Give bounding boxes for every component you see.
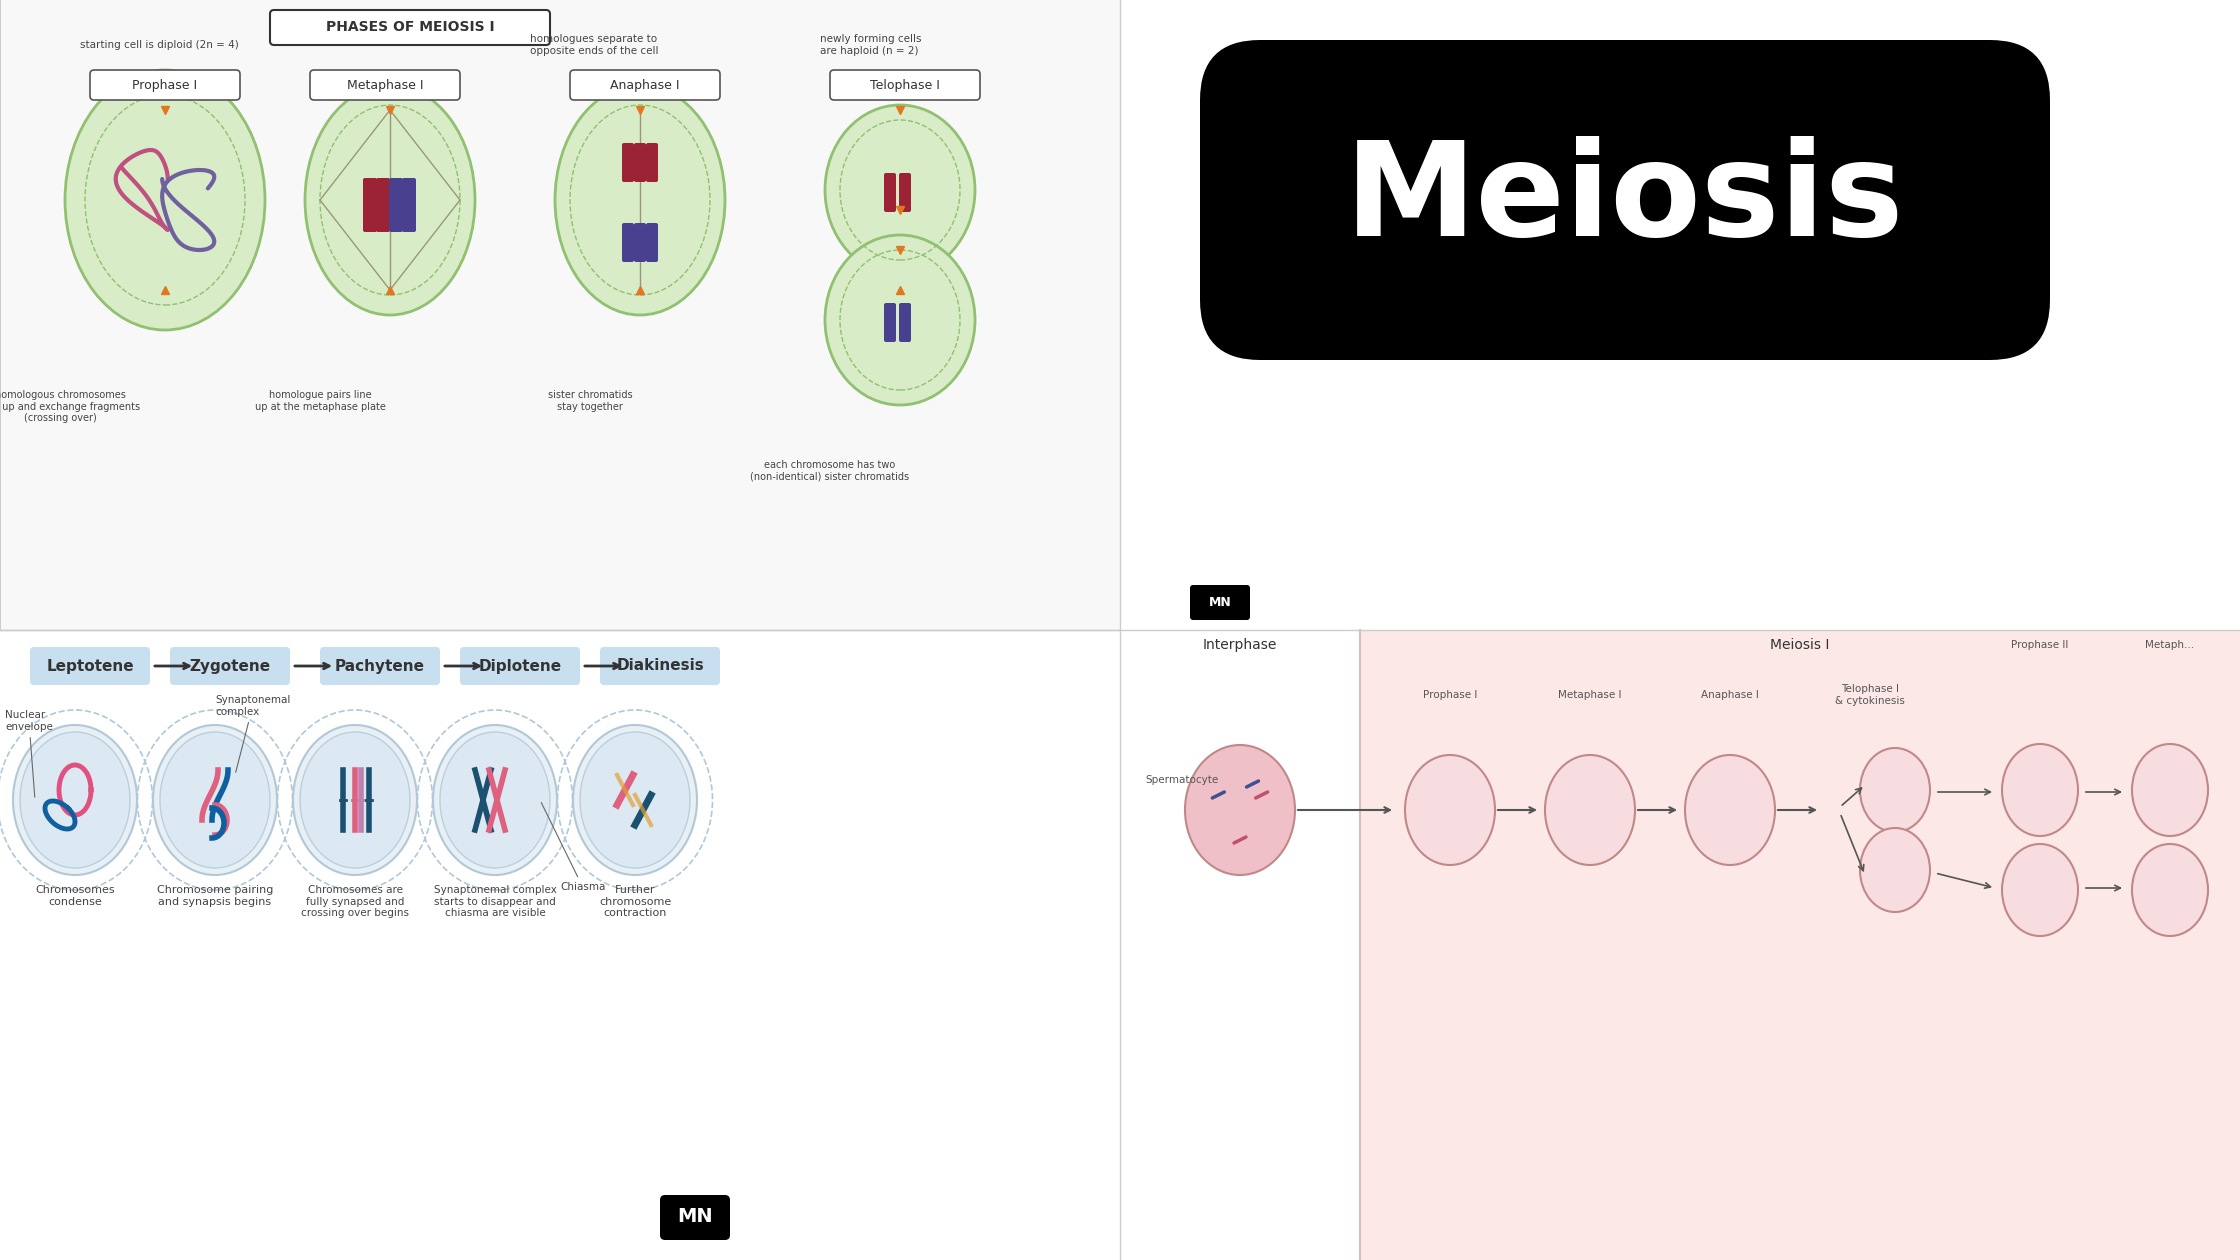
Ellipse shape bbox=[65, 71, 264, 330]
Text: Prophase II: Prophase II bbox=[2012, 640, 2070, 650]
Text: Further
chromosome
contraction: Further chromosome contraction bbox=[598, 885, 672, 919]
FancyBboxPatch shape bbox=[569, 71, 719, 100]
FancyBboxPatch shape bbox=[401, 178, 417, 232]
Text: sister chromatids
stay together: sister chromatids stay together bbox=[549, 391, 632, 412]
Text: Diakinesis: Diakinesis bbox=[616, 659, 703, 674]
Text: Telophase I: Telophase I bbox=[869, 78, 941, 92]
Ellipse shape bbox=[1859, 828, 1931, 912]
Ellipse shape bbox=[305, 84, 475, 315]
FancyBboxPatch shape bbox=[634, 223, 645, 262]
Text: Synaptonemal
complex: Synaptonemal complex bbox=[215, 696, 291, 772]
Ellipse shape bbox=[293, 724, 417, 874]
Text: newly forming cells
are haploid (n = 2): newly forming cells are haploid (n = 2) bbox=[820, 34, 921, 55]
FancyBboxPatch shape bbox=[170, 646, 289, 685]
FancyBboxPatch shape bbox=[831, 71, 981, 100]
FancyBboxPatch shape bbox=[645, 223, 659, 262]
FancyBboxPatch shape bbox=[376, 178, 390, 232]
FancyBboxPatch shape bbox=[885, 302, 896, 341]
Text: Zygotene: Zygotene bbox=[190, 659, 271, 674]
Ellipse shape bbox=[159, 732, 271, 868]
Text: Anaphase I: Anaphase I bbox=[1700, 690, 1758, 701]
Ellipse shape bbox=[13, 724, 137, 874]
Text: Meiosis: Meiosis bbox=[1346, 136, 1904, 263]
Ellipse shape bbox=[556, 84, 726, 315]
FancyBboxPatch shape bbox=[29, 646, 150, 685]
FancyBboxPatch shape bbox=[390, 178, 403, 232]
Text: Nuclear
envelope: Nuclear envelope bbox=[4, 711, 54, 798]
Ellipse shape bbox=[2132, 844, 2209, 936]
Ellipse shape bbox=[432, 724, 558, 874]
Text: each chromosome has two
(non-identical) sister chromatids: each chromosome has two (non-identical) … bbox=[750, 460, 909, 481]
Ellipse shape bbox=[580, 732, 690, 868]
Text: Telophase I
& cytokinesis: Telophase I & cytokinesis bbox=[1835, 684, 1904, 706]
Text: Spermatocyte: Spermatocyte bbox=[1145, 775, 1219, 785]
FancyBboxPatch shape bbox=[1189, 585, 1250, 620]
Ellipse shape bbox=[824, 236, 974, 404]
Ellipse shape bbox=[1684, 755, 1774, 866]
FancyBboxPatch shape bbox=[623, 223, 634, 262]
Ellipse shape bbox=[2003, 743, 2079, 835]
Ellipse shape bbox=[20, 732, 130, 868]
Text: Leptotene: Leptotene bbox=[47, 659, 134, 674]
Text: MN: MN bbox=[676, 1207, 712, 1226]
Text: Metaphase I: Metaphase I bbox=[1559, 690, 1622, 701]
Text: Pachytene: Pachytene bbox=[336, 659, 426, 674]
FancyBboxPatch shape bbox=[1201, 40, 2050, 360]
Ellipse shape bbox=[573, 724, 697, 874]
FancyBboxPatch shape bbox=[90, 71, 240, 100]
FancyBboxPatch shape bbox=[459, 646, 580, 685]
Text: PHASES OF MEIOSIS I: PHASES OF MEIOSIS I bbox=[325, 20, 495, 34]
Text: homologous chromosomes
pair up and exchange fragments
(crossing over): homologous chromosomes pair up and excha… bbox=[0, 391, 141, 423]
Text: Chromosomes are
fully synapsed and
crossing over begins: Chromosomes are fully synapsed and cross… bbox=[300, 885, 410, 919]
FancyBboxPatch shape bbox=[320, 646, 439, 685]
FancyBboxPatch shape bbox=[645, 142, 659, 181]
Ellipse shape bbox=[300, 732, 410, 868]
Text: MN: MN bbox=[1210, 596, 1232, 610]
Bar bbox=[0, 0, 1120, 630]
Text: starting cell is diploid (2n = 4): starting cell is diploid (2n = 4) bbox=[81, 40, 240, 50]
Ellipse shape bbox=[152, 724, 278, 874]
FancyBboxPatch shape bbox=[634, 142, 645, 181]
Ellipse shape bbox=[2132, 743, 2209, 835]
Ellipse shape bbox=[824, 105, 974, 275]
Text: Prophase I: Prophase I bbox=[132, 78, 197, 92]
Bar bbox=[1360, 630, 2240, 1260]
Ellipse shape bbox=[1185, 745, 1295, 874]
Text: homologues separate to
opposite ends of the cell: homologues separate to opposite ends of … bbox=[531, 34, 659, 55]
Text: Metaph...: Metaph... bbox=[2146, 640, 2195, 650]
FancyBboxPatch shape bbox=[271, 10, 551, 45]
Text: Anaphase I: Anaphase I bbox=[609, 78, 679, 92]
Text: Prophase I: Prophase I bbox=[1422, 690, 1476, 701]
Text: Chromosomes
condense: Chromosomes condense bbox=[36, 885, 114, 907]
Text: Metaphase I: Metaphase I bbox=[347, 78, 423, 92]
FancyBboxPatch shape bbox=[898, 173, 912, 212]
Bar bbox=[1960, 630, 2240, 1260]
FancyBboxPatch shape bbox=[623, 142, 634, 181]
Ellipse shape bbox=[439, 732, 551, 868]
FancyBboxPatch shape bbox=[309, 71, 459, 100]
FancyBboxPatch shape bbox=[600, 646, 719, 685]
Ellipse shape bbox=[2003, 844, 2079, 936]
Text: Synaptonemal complex
starts to disappear and
chiasma are visible: Synaptonemal complex starts to disappear… bbox=[435, 885, 556, 919]
Text: Chiasma: Chiasma bbox=[542, 803, 605, 892]
Ellipse shape bbox=[1404, 755, 1494, 866]
Text: Chromosome pairing
and synapsis begins: Chromosome pairing and synapsis begins bbox=[157, 885, 273, 907]
Ellipse shape bbox=[1546, 755, 1635, 866]
FancyBboxPatch shape bbox=[898, 302, 912, 341]
Text: Meiosis I: Meiosis I bbox=[1770, 638, 1830, 651]
Text: homologue pairs line
up at the metaphase plate: homologue pairs line up at the metaphase… bbox=[255, 391, 385, 412]
FancyBboxPatch shape bbox=[661, 1194, 730, 1240]
Bar bbox=[1120, 630, 1360, 1260]
Text: Diplotene: Diplotene bbox=[479, 659, 562, 674]
FancyBboxPatch shape bbox=[363, 178, 376, 232]
Ellipse shape bbox=[1859, 748, 1931, 832]
Text: Interphase: Interphase bbox=[1203, 638, 1277, 651]
FancyBboxPatch shape bbox=[885, 173, 896, 212]
